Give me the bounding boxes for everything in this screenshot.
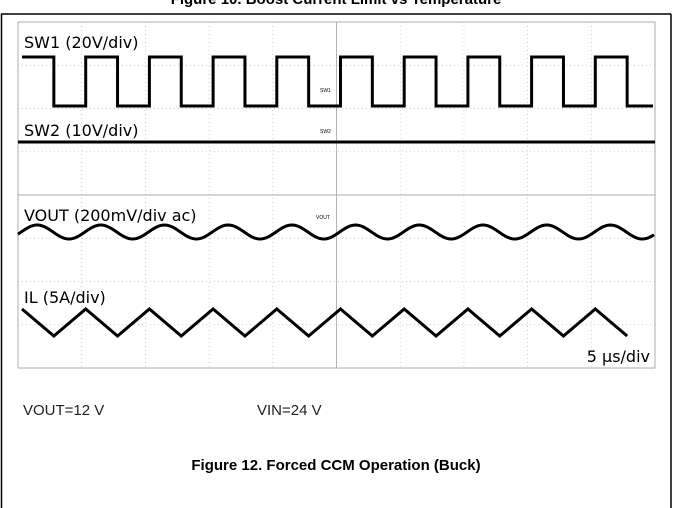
timebase: 5 µs/div xyxy=(587,347,650,366)
waveforms xyxy=(17,55,655,338)
channel-tag: SW2 xyxy=(320,129,331,135)
il-trace xyxy=(21,307,629,338)
scope-grid xyxy=(18,22,655,368)
previous-caption: Figure 10. Boost Current Limit vs Temper… xyxy=(171,0,502,8)
condition: VIN=24 V xyxy=(257,402,322,419)
channel-tag: SW1 xyxy=(320,88,331,94)
channel-label: IL (5A/div) xyxy=(24,288,106,307)
figure-caption: Figure 12. Forced CCM Operation (Buck) xyxy=(191,457,480,474)
channel-label: SW1 (20V/div) xyxy=(24,33,139,52)
sw1-trace xyxy=(22,55,653,108)
vout-trace xyxy=(17,223,655,241)
channel-label: VOUT (200mV/div ac) xyxy=(24,206,197,225)
condition: VOUT=12 V xyxy=(23,402,104,419)
channel-label: SW2 (10V/div) xyxy=(24,121,139,140)
channel-tag: VOUT xyxy=(316,215,330,221)
